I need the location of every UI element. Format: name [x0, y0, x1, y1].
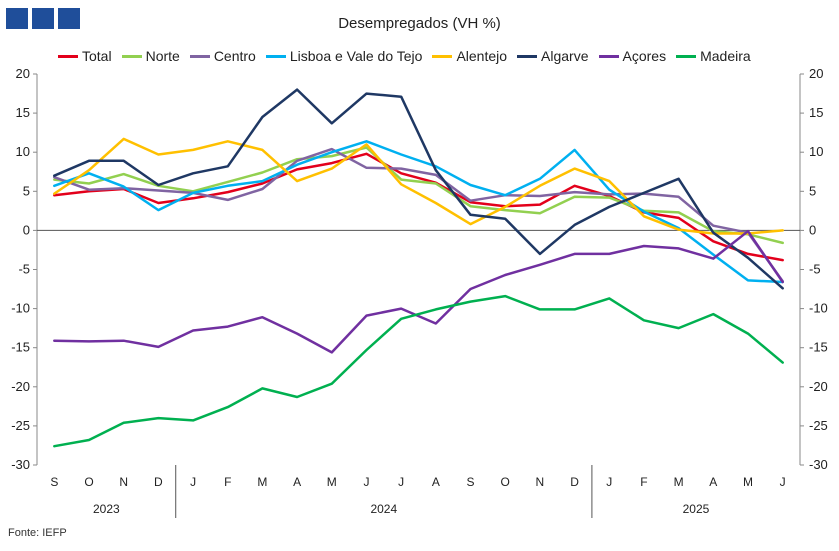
series-line [53, 137, 784, 235]
x-tick-label: N [536, 475, 545, 489]
legend-item: Total [58, 48, 112, 64]
legend-label: Total [82, 48, 112, 64]
logo [6, 8, 80, 29]
year-label: 2024 [370, 502, 397, 516]
y-tick-label-left: 5 [23, 183, 30, 198]
x-tick-label: A [293, 475, 301, 489]
x-tick-label: J [606, 475, 612, 489]
x-tick-label: O [501, 475, 510, 489]
x-tick-label: F [224, 475, 231, 489]
x-tick-label: J [363, 475, 369, 489]
legend-swatch [58, 54, 78, 58]
x-tick-label: J [398, 475, 404, 489]
x-tick-label: A [709, 475, 717, 489]
y-tick-label-left: 20 [16, 66, 30, 81]
y-tick-label-right: -10 [809, 301, 828, 316]
series-line [53, 88, 784, 290]
y-tick-label-right: 15 [809, 105, 823, 120]
legend-swatch [121, 54, 142, 58]
legend-swatch [265, 54, 286, 58]
legend-swatch [517, 54, 538, 58]
y-tick-label-right: -25 [809, 418, 828, 433]
x-tick-label: D [154, 475, 163, 489]
legend: Total Norte Centro Lisboa e Vale do Tejo Ale… [58, 48, 751, 64]
x-tick-label: M [674, 475, 684, 489]
y-tick-label-right: 10 [809, 144, 823, 159]
x-tick-label: A [432, 475, 440, 489]
series-line [53, 140, 784, 284]
legend-label: Alentejo [456, 48, 508, 64]
y-tick-label-left: 0 [23, 222, 30, 237]
year-label: 2025 [683, 502, 710, 516]
x-tick-label: M [257, 475, 267, 489]
legend-label: Açores [622, 48, 667, 64]
y-tick-label-right: 20 [809, 66, 823, 81]
legend-swatch [432, 54, 453, 58]
legend-swatch [676, 54, 697, 58]
y-tick-label-right: 0 [809, 222, 816, 237]
logo-block [32, 8, 54, 29]
series-line [53, 229, 784, 354]
series-line [53, 147, 784, 283]
legend-label: Algarve [541, 48, 589, 64]
legend-item: Alentejo [432, 48, 507, 64]
legend-label: Madeira [700, 48, 751, 64]
y-tick-label-left: -25 [11, 418, 30, 433]
x-tick-label: O [84, 475, 93, 489]
legend-label: Norte [145, 48, 180, 64]
y-tick-label-right: -15 [809, 340, 828, 355]
y-tick-label-left: -10 [11, 301, 30, 316]
x-tick-label: F [640, 475, 647, 489]
legend-item: Açores [598, 48, 667, 64]
x-tick-label: S [50, 475, 58, 489]
y-tick-label-left: -30 [11, 457, 30, 472]
legend-item: Madeira [676, 48, 751, 64]
legend-item: Centro [189, 48, 256, 64]
legend-label: Centro [213, 48, 256, 64]
x-tick-label: N [119, 475, 128, 489]
source-note: Fonte: IEFP [8, 527, 67, 539]
y-tick-label-right: 5 [809, 183, 816, 198]
x-tick-label: J [780, 475, 786, 489]
y-tick-label-left: -20 [11, 379, 30, 394]
y-tick-label-right: -5 [809, 262, 821, 277]
legend-label: Lisboa e Vale do Tejo [289, 48, 423, 64]
series-line [53, 294, 784, 448]
x-tick-label: M [743, 475, 753, 489]
y-tick-label-left: 15 [16, 105, 30, 120]
legend-swatch [598, 54, 619, 58]
y-tick-label-left: -15 [11, 340, 30, 355]
x-tick-label: M [327, 475, 337, 489]
series-line [53, 146, 784, 245]
chart-title: Desempregados (VH %) [338, 15, 501, 32]
year-label: 2023 [93, 502, 120, 516]
logo-block [6, 8, 28, 29]
x-tick-label: D [570, 475, 579, 489]
y-tick-label-left: 10 [16, 144, 30, 159]
x-tick-label: S [467, 475, 475, 489]
legend-swatch [189, 54, 210, 58]
y-tick-label-left: -5 [18, 262, 30, 277]
y-tick-label-right: -20 [809, 379, 828, 394]
x-tick-label: J [190, 475, 196, 489]
legend-item: Norte [121, 48, 180, 64]
y-tick-label-right: -30 [809, 457, 828, 472]
legend-item: Algarve [517, 48, 589, 64]
legend-item: Lisboa e Vale do Tejo [265, 48, 423, 64]
logo-block [58, 8, 80, 29]
